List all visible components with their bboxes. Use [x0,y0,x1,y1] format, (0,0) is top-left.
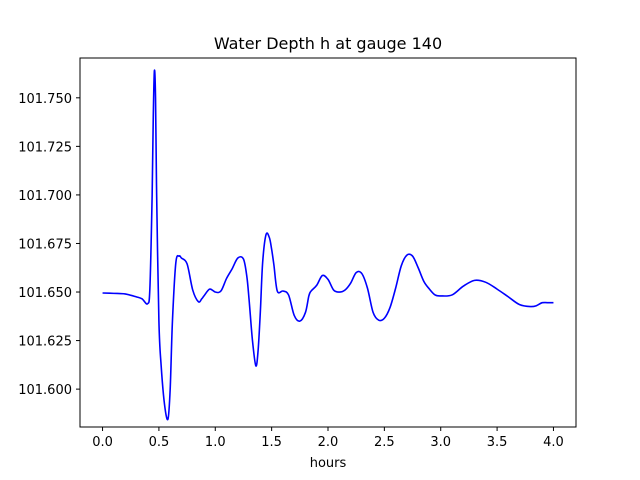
y-axis-ticks: 101.600 101.625 101.650 101.675 101.700 101.7… [18,92,80,398]
y-tick-label: 101.650 [18,286,72,301]
x-tick-label: 3.5 [487,435,508,450]
y-tick-label: 101.625 [18,335,72,350]
x-tick-label: 4.0 [543,435,564,450]
x-tick-label: 2.0 [318,435,339,450]
x-tick-label: 1.5 [261,435,282,450]
chart-title: Water Depth h at gauge 140 [214,34,442,53]
x-tick-label: 0.0 [92,435,113,450]
x-tick-label: 2.5 [374,435,395,450]
plot-area-frame [79,57,577,428]
y-tick-label: 101.675 [18,237,72,252]
y-tick-label: 101.600 [18,383,72,398]
series-line-0 [102,69,554,421]
y-tick-label: 101.700 [18,189,72,204]
y-tick-label: 101.725 [18,140,72,155]
series-layer [102,69,554,421]
x-axis-ticks: 0.0 0.5 1.0 1.5 2.0 2.5 3.0 3.5 4.0 [92,427,564,450]
x-tick-label: 1.0 [205,435,226,450]
x-tick-label: 0.5 [149,435,170,450]
x-axis-label: hours [310,456,347,471]
y-tick-label: 101.750 [18,92,72,107]
x-tick-label: 3.0 [430,435,451,450]
